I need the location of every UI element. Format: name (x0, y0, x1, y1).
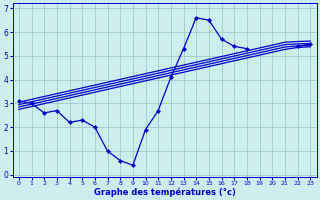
X-axis label: Graphe des températures (°c): Graphe des températures (°c) (93, 187, 236, 197)
